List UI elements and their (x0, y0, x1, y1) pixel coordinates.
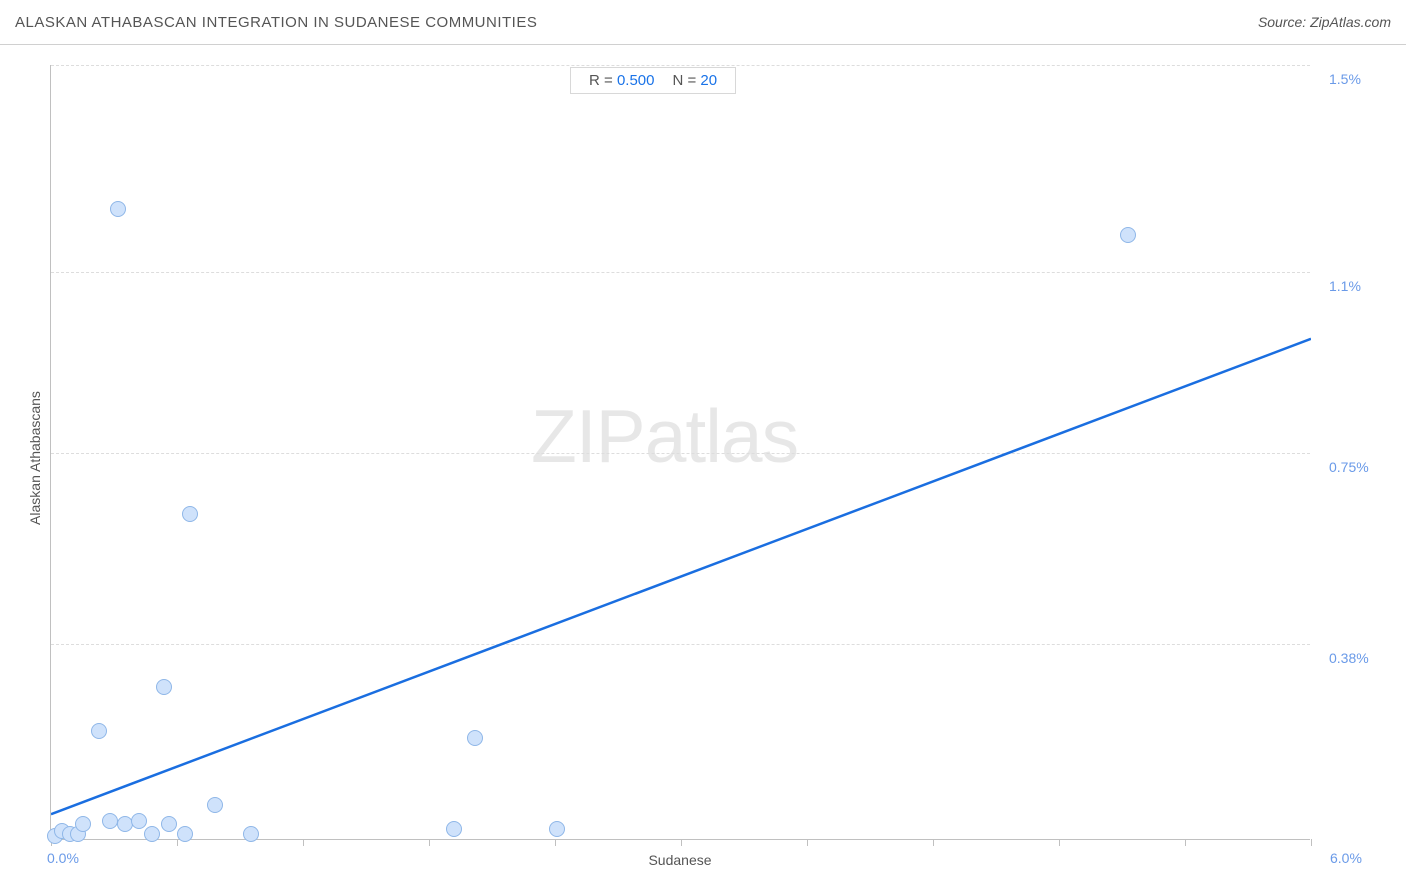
scatter-point (161, 816, 177, 832)
x-tick (1185, 839, 1186, 846)
scatter-point (467, 730, 483, 746)
scatter-point (144, 826, 160, 842)
x-tick (1311, 839, 1312, 846)
x-tick (429, 839, 430, 846)
y-axis-label: Alaskan Athabascans (27, 383, 43, 533)
y-tick-label: 0.38% (1329, 650, 1369, 666)
x-tick (933, 839, 934, 846)
stats-r: R = 0.500 (589, 72, 654, 89)
scatter-point (446, 821, 462, 837)
scatter-point (102, 813, 118, 829)
scatter-point (75, 816, 91, 832)
x-tick (303, 839, 304, 846)
r-value: 0.500 (617, 72, 655, 89)
scatter-point (110, 201, 126, 217)
gridline-h (51, 644, 1310, 645)
x-axis-label: Sudanese (50, 852, 1310, 868)
x-tick (807, 839, 808, 846)
scatter-point (91, 723, 107, 739)
scatter-point (177, 826, 193, 842)
y-tick-label: 0.75% (1329, 459, 1369, 475)
x-tick (555, 839, 556, 846)
scatter-point (207, 797, 223, 813)
y-tick-label: 1.5% (1329, 71, 1361, 87)
r-label: R = (589, 72, 613, 89)
scatter-point (156, 679, 172, 695)
chart-header: ALASKAN ATHABASCAN INTEGRATION IN SUDANE… (0, 0, 1406, 45)
chart-title: ALASKAN ATHABASCAN INTEGRATION IN SUDANE… (15, 14, 537, 31)
x-tick-label-max: 6.0% (1330, 850, 1362, 866)
scatter-point (549, 821, 565, 837)
x-tick (177, 839, 178, 846)
x-tick (681, 839, 682, 846)
scatter-point (117, 816, 133, 832)
x-tick-label-min: 0.0% (47, 850, 79, 866)
gridline-h (51, 65, 1310, 66)
watermark-thin: atlas (645, 394, 798, 478)
x-tick (1059, 839, 1060, 846)
n-label: N = (672, 72, 696, 89)
chart-container: Alaskan Athabascans ZIPatlas 0.38%0.75%1… (0, 45, 1406, 892)
scatter-point (243, 826, 259, 842)
y-tick-label: 1.1% (1329, 278, 1361, 294)
scatter-point (182, 506, 198, 522)
gridline-h (51, 453, 1310, 454)
watermark-bold: ZIP (531, 394, 645, 478)
scatter-point (131, 813, 147, 829)
stats-n: N = 20 (672, 72, 717, 89)
scatter-point (1120, 227, 1136, 243)
stats-box: R = 0.500 N = 20 (570, 67, 736, 94)
n-value: 20 (700, 72, 717, 89)
plot-area: ZIPatlas 0.38%0.75%1.1%1.5% (50, 65, 1310, 840)
gridline-h (51, 272, 1310, 273)
chart-source: Source: ZipAtlas.com (1258, 14, 1391, 30)
watermark: ZIPatlas (531, 393, 798, 479)
